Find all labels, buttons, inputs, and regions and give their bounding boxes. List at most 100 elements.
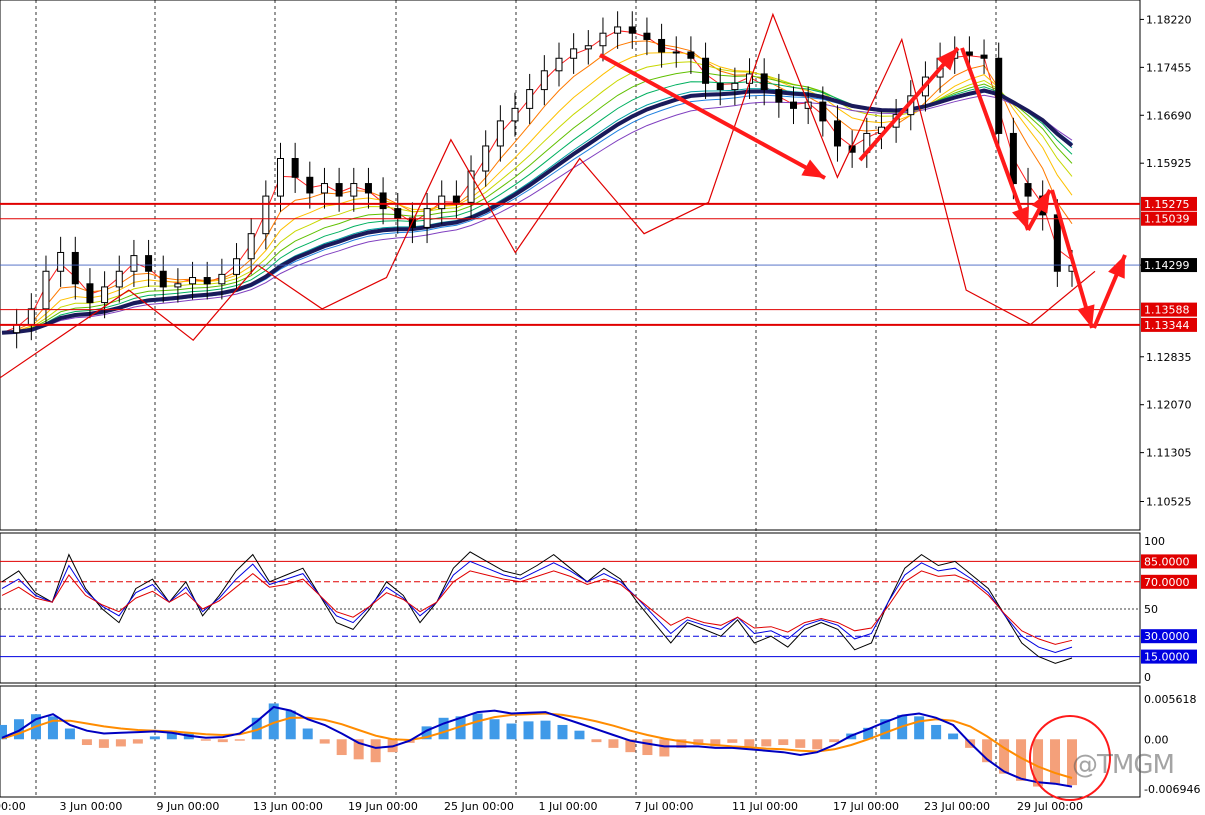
candle-body: [423, 208, 431, 228]
candle-body: [130, 255, 138, 272]
macd-histogram-bar: [489, 719, 500, 740]
macd-histogram-bar: [455, 716, 466, 740]
macd-histogram-bar: [574, 730, 585, 740]
oscillator-level-tag: [1141, 554, 1197, 569]
macd-histogram-bar: [421, 726, 432, 740]
candle-body: [101, 286, 109, 304]
candle-body: [145, 255, 153, 272]
trend-arrow-shaft: [1050, 189, 1094, 329]
candle-body: [247, 233, 255, 260]
price-tick-label: 1.12835: [1146, 351, 1192, 364]
candle-body: [980, 54, 988, 59]
candle-body: [86, 283, 94, 304]
macd-pane: [0, 685, 1141, 798]
candle-body: [584, 45, 592, 50]
price-tick-label: 1.15925: [1146, 157, 1192, 170]
x-tick-label: 29 Jul 00:00: [1017, 800, 1083, 813]
price-level-label: 1.13344: [1144, 319, 1190, 332]
candle-body: [628, 26, 636, 34]
candle-body: [965, 51, 973, 56]
candle-body: [790, 101, 798, 109]
candle-body: [643, 32, 651, 40]
macd-histogram-bar: [625, 739, 636, 753]
candle-body: [540, 70, 548, 91]
macd-histogram-bar: [438, 717, 449, 740]
macd-histogram-bar: [268, 703, 279, 740]
candle-body: [42, 270, 50, 310]
macd-histogram-bar: [778, 739, 789, 746]
current-price-label: 1.14299: [1144, 259, 1190, 272]
candle-body: [658, 38, 666, 53]
candle-body: [115, 270, 123, 288]
price-tick-label: 1.18220: [1146, 13, 1192, 26]
candle-body: [702, 57, 710, 84]
macd-histogram-bar: [302, 728, 313, 740]
trend-arrow-shaft: [960, 47, 1030, 231]
macd-histogram-bar: [914, 716, 925, 740]
candle-body: [291, 157, 299, 178]
zigzag-line: [0, 12, 1096, 379]
macd-histogram-bar: [13, 719, 24, 740]
oscillator-tick-label: 50: [1144, 603, 1158, 616]
macd-histogram-bar: [744, 739, 755, 747]
candle-body: [760, 73, 768, 91]
trend-arrow-head: [801, 159, 825, 178]
x-tick-label: 11 Jul 00:00: [732, 800, 798, 813]
oscillator-level-label: 15.0000: [1144, 651, 1190, 664]
macd-histogram-bar: [948, 733, 959, 740]
price-tick-label: 1.16690: [1146, 109, 1192, 122]
candle-body: [482, 145, 490, 172]
oscillator-level-label: 70.0000: [1144, 576, 1190, 589]
candle-body: [555, 57, 563, 72]
price-level-label: 1.15039: [1144, 213, 1190, 226]
candle-body: [233, 258, 241, 275]
macd-histogram-bar: [523, 721, 534, 740]
macd-histogram-bar: [251, 717, 262, 740]
x-tick-label: 23 Jul 00:00: [924, 800, 990, 813]
candle-body: [159, 270, 167, 288]
macd-histogram-bar: [727, 739, 738, 743]
candle-body: [71, 251, 79, 285]
trend-arrow-shaft: [599, 53, 826, 180]
macd-histogram-bar: [506, 723, 517, 740]
candle-body: [614, 26, 622, 34]
candle-body: [995, 57, 1003, 134]
macd-histogram-bar: [795, 739, 806, 748]
macd-histogram-bar: [149, 736, 160, 740]
candle-body: [57, 251, 65, 272]
candle-body: [364, 183, 372, 194]
macd-histogram-bar: [982, 739, 993, 763]
candle-body: [189, 277, 197, 285]
candle-body: [687, 51, 695, 59]
candle-body: [1053, 214, 1061, 272]
macd-histogram-bar: [47, 716, 58, 740]
oscillator-level-label: 30.0000: [1144, 630, 1190, 643]
candle-body: [833, 120, 841, 147]
macd-histogram-bar: [234, 739, 245, 741]
trend-arrow-shaft: [858, 46, 960, 162]
macd-histogram-bar: [659, 739, 670, 757]
macd-histogram-bar: [370, 739, 381, 763]
candle-body: [276, 157, 284, 197]
candle-body: [526, 89, 534, 109]
macd-tick-label: 0.00: [1144, 733, 1169, 746]
price-level-tag: [1141, 302, 1197, 317]
macd-line: [1, 705, 1073, 788]
macd-signal-line: [1, 712, 1073, 779]
macd-histogram-bar: [166, 730, 177, 740]
candle-body: [496, 120, 504, 147]
oscillator-level-tag: [1141, 574, 1197, 589]
x-tick-label: 3 Jun 00:00: [60, 800, 123, 813]
oscillator-level-tag: [1141, 649, 1197, 664]
macd-histogram-bar: [319, 739, 330, 744]
long-moving-average: [1, 88, 1074, 335]
macd-histogram-bar: [863, 727, 874, 740]
macd-tick-label: 0.005618: [1144, 693, 1197, 706]
oscillator-level-label: 85.0000: [1144, 555, 1190, 568]
macd-histogram-bar: [132, 739, 143, 744]
macd-histogram-bar: [642, 739, 653, 756]
candle-body: [775, 89, 783, 103]
macd-histogram-bar: [336, 739, 347, 756]
macd-histogram-bar: [81, 739, 92, 746]
macd-histogram-bar: [999, 739, 1010, 774]
